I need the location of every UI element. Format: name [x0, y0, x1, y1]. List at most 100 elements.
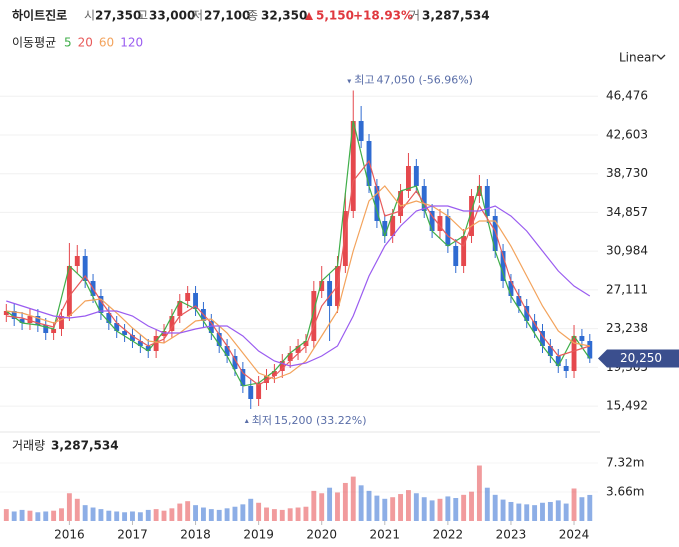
candle-body: [169, 316, 175, 331]
candle-body: [74, 256, 80, 266]
field-value: 33,000: [149, 9, 195, 23]
candle-body: [579, 336, 585, 341]
candle-body: [264, 376, 269, 383]
y-tick-label: 38,730: [606, 166, 648, 180]
candle-body: [35, 316, 41, 325]
volume-bar: [532, 505, 538, 521]
volume-bar: [445, 496, 451, 521]
field-value: 27,350: [95, 9, 141, 23]
candle-body: [587, 341, 593, 359]
volume-bar: [374, 495, 380, 521]
field-label: 고: [137, 9, 148, 23]
ma-line: [6, 159, 590, 386]
volume-bar: [350, 476, 356, 521]
volume-bar: [35, 512, 41, 521]
volume-bar: [358, 485, 364, 521]
up-arrow-icon: [305, 12, 313, 20]
ma-line: [6, 205, 591, 367]
dropdown-chevron[interactable]: [656, 54, 666, 60]
candle-body: [106, 313, 112, 323]
volume-bar: [287, 508, 293, 521]
candle-body: [484, 186, 490, 216]
candle-body: [232, 356, 238, 369]
ma-legend-entry: 120: [120, 36, 143, 50]
y-tick-label: 15,492: [606, 399, 648, 413]
volume-bar: [547, 501, 553, 521]
ma-legend-entry: 5: [64, 36, 72, 50]
x-tick-label: 2024: [559, 528, 590, 542]
volume-bar: [169, 508, 175, 521]
volume-bar: [579, 497, 585, 521]
candle-body: [492, 216, 498, 251]
candle-body: [437, 216, 443, 231]
candle-body: [137, 341, 143, 346]
candle-body: [405, 166, 411, 191]
volume-bar: [240, 504, 246, 521]
candle-body: [11, 311, 17, 319]
ma-line: [5, 120, 591, 387]
candle-body: [130, 335, 135, 341]
volume-bar: [366, 490, 372, 521]
volume-bar: [193, 505, 198, 521]
volume-bar: [200, 507, 206, 521]
volume-bar: [437, 498, 443, 521]
candle-body: [461, 236, 467, 266]
field-value: 27,100: [204, 9, 250, 23]
x-tick-label: 2023: [496, 528, 527, 542]
candle-body: [398, 191, 404, 216]
volume-bar: [51, 510, 57, 521]
high-annotation-label: 최고: [354, 74, 374, 87]
volume-bar: [11, 511, 17, 521]
candle-body: [500, 251, 506, 281]
high-marker: [347, 79, 352, 84]
field-label: 저: [192, 9, 203, 23]
volume-bar: [66, 493, 72, 521]
candle-body: [540, 331, 545, 346]
volume-bar: [130, 511, 135, 521]
candle-body: [421, 186, 427, 211]
y-tick-label: 46,476: [606, 89, 648, 103]
candle-body: [66, 266, 72, 316]
volume-bar: [232, 506, 238, 521]
volume-bar: [492, 494, 498, 521]
volume-bar: [461, 494, 467, 521]
volume-title: 거래량: [12, 439, 45, 453]
scale-mode[interactable]: Linear: [619, 51, 656, 65]
volume-bar: [327, 487, 333, 521]
candle-body: [185, 293, 191, 301]
candle-body: [445, 216, 451, 246]
field-label: 거: [409, 9, 420, 23]
volume-bar: [500, 499, 506, 521]
y-tick-label: 42,603: [606, 127, 648, 141]
volume-bar: [19, 509, 25, 521]
volume-bar: [342, 482, 348, 521]
candle-body: [524, 306, 530, 321]
candle-body: [43, 325, 49, 333]
change-pct: +18.93%: [353, 9, 413, 23]
volume-bar: [59, 508, 64, 521]
candle-body: [303, 341, 309, 346]
candle-body: [413, 166, 419, 186]
volume-bar: [319, 493, 325, 521]
candle-body: [271, 371, 277, 376]
ma-legend-entry: 60: [99, 36, 114, 50]
low-annotation-value: 15,200 (33.22%): [274, 414, 367, 427]
candle-body: [19, 319, 25, 323]
price-tag-label: 20,250: [620, 351, 662, 365]
candle-body: [256, 383, 262, 399]
volume-bar: [390, 497, 396, 521]
candle-body: [122, 331, 128, 335]
volume-tick-label: 7.32m: [606, 455, 644, 469]
volume-bar: [106, 510, 112, 521]
volume-bar: [563, 503, 569, 521]
candle-body: [98, 296, 104, 313]
volume-bar: [208, 509, 214, 521]
volume-bar: [335, 492, 340, 521]
candle-body: [469, 196, 474, 236]
volume-bar: [587, 494, 593, 521]
candle-body: [51, 329, 57, 333]
candle-body: [59, 316, 64, 329]
candle-body: [82, 256, 88, 281]
candle-body: [114, 323, 120, 331]
